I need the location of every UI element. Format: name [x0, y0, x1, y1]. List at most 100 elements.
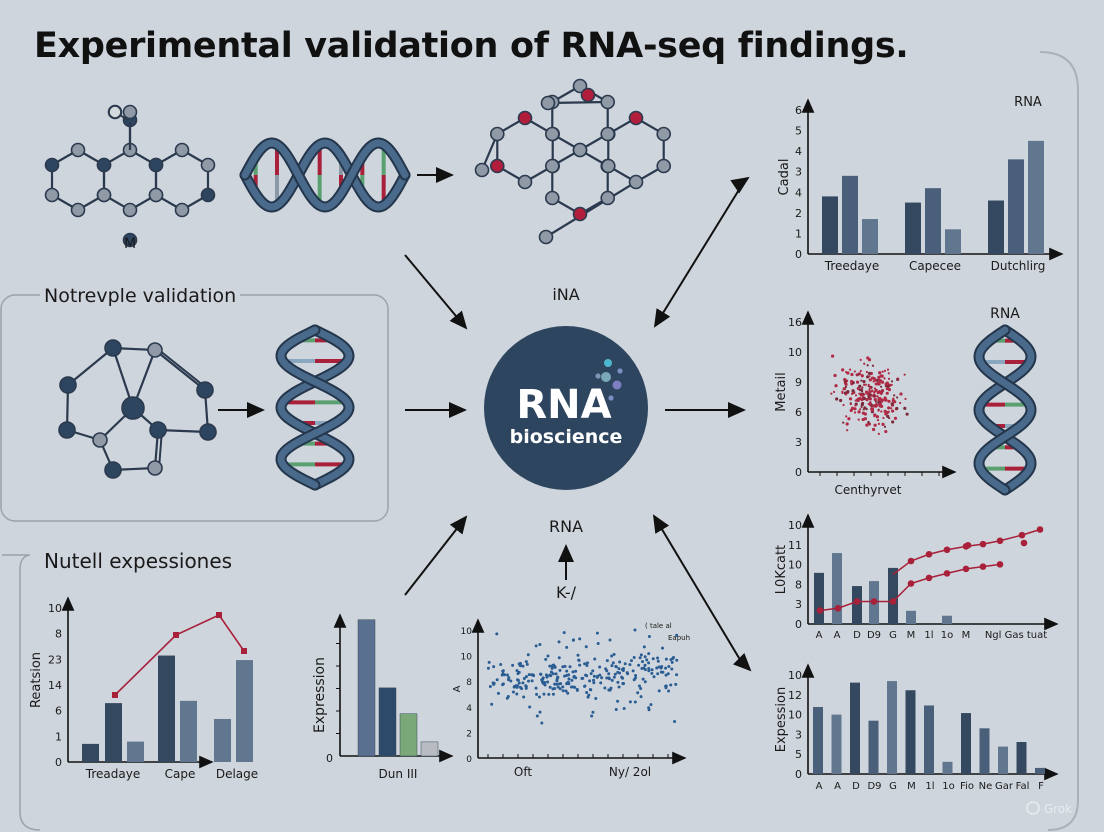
scatter-point [620, 675, 624, 679]
bar [942, 615, 952, 624]
scatter-point [585, 661, 589, 665]
scatter-point [656, 656, 660, 660]
scatter-point [846, 389, 850, 394]
line-point [870, 598, 878, 605]
arrow-to-center-top-right [653, 179, 746, 328]
scatter-point [610, 664, 614, 668]
scatter-point [873, 394, 876, 397]
scatter-point [540, 721, 544, 725]
x-tick-label: Oft [514, 765, 532, 779]
scatter-point [873, 387, 877, 390]
scatter-point [524, 660, 528, 664]
bubble-icon [617, 368, 623, 374]
scatter-point [570, 678, 574, 682]
bar [862, 219, 878, 254]
bar [831, 714, 842, 774]
bar [82, 743, 99, 762]
scatter-point [490, 702, 494, 706]
scatter-point [871, 427, 876, 432]
scatter-point [613, 672, 617, 676]
scatter-point [871, 364, 875, 367]
scatter-point [609, 686, 613, 690]
bar [961, 713, 971, 774]
scatter-point [870, 386, 873, 389]
bond [154, 349, 206, 391]
scatter-point [834, 384, 838, 388]
y-tick-label: 8 [795, 578, 802, 591]
scatter-point [542, 692, 546, 696]
y-tick-label: 14 [48, 679, 62, 692]
scatter-point [855, 373, 858, 376]
dna-helix-top [239, 137, 411, 213]
y-tick-label: 3 [795, 166, 802, 179]
x-category-label: D [852, 781, 860, 792]
scatter-point [561, 685, 565, 689]
helix-strand-outline [239, 137, 411, 213]
scatter-point [854, 394, 858, 397]
scatter-point [866, 364, 869, 367]
y-tick-label: 10 [788, 669, 802, 682]
scatter-point [586, 695, 590, 699]
scatter-point [853, 411, 857, 414]
scatter-point [521, 664, 525, 668]
scatter-point [546, 654, 550, 658]
y-axis-label: A [452, 685, 463, 692]
scatter-point [596, 642, 600, 646]
scatter-point [603, 686, 607, 690]
line-series [114, 613, 245, 696]
scatter-point [843, 387, 847, 390]
scatter-point [849, 402, 852, 406]
x-category-label: M [907, 781, 916, 792]
scatter-point [650, 671, 654, 675]
atom [174, 202, 190, 218]
scatter-point [882, 398, 886, 402]
scatter-point [487, 660, 491, 664]
scatter-point [904, 397, 907, 401]
scatter-point [618, 660, 622, 664]
line-point [962, 565, 970, 573]
scatter-point [657, 689, 661, 693]
scatter-point [887, 377, 891, 380]
helix-strand-outline [973, 324, 1037, 496]
scatter-point [633, 700, 637, 704]
scatter-point [550, 666, 554, 670]
scatter-point [616, 699, 620, 703]
scatter-point [660, 665, 664, 669]
bond [545, 181, 637, 238]
scatter-point [842, 421, 845, 424]
bar [906, 610, 916, 624]
section-label-validation: Notrevple validation [40, 285, 241, 307]
scatter-point [891, 409, 895, 413]
y-tick-label: 10 [461, 627, 473, 637]
scatter-point [616, 680, 620, 684]
scatter-point [886, 368, 890, 371]
bar [905, 202, 921, 254]
scatter-point [623, 662, 627, 666]
bar [822, 196, 838, 254]
scatter-point [851, 389, 855, 393]
scatter-point [890, 407, 893, 410]
scatter-point [634, 676, 638, 680]
atom [628, 174, 644, 190]
helix-strand [241, 139, 409, 211]
line-series-lower [819, 563, 1001, 612]
scatter-point [588, 679, 592, 683]
scatter-point [571, 670, 575, 674]
scatter-point [524, 675, 528, 679]
y-tick-label: 23 [48, 653, 62, 666]
scatter-point [860, 405, 863, 409]
scatter-point [862, 408, 865, 411]
scatter-point [511, 690, 515, 694]
bar [1028, 140, 1044, 254]
bar [1008, 159, 1024, 254]
label-above-center: iNA [552, 285, 579, 304]
atom [656, 126, 672, 142]
scatter-point [539, 672, 543, 676]
scatter-point [848, 397, 853, 401]
helix-strand [277, 326, 353, 489]
atom [104, 339, 122, 357]
scatter-point [891, 420, 895, 424]
scatter-point [546, 680, 550, 684]
line-point [816, 607, 824, 614]
bar [888, 567, 898, 624]
